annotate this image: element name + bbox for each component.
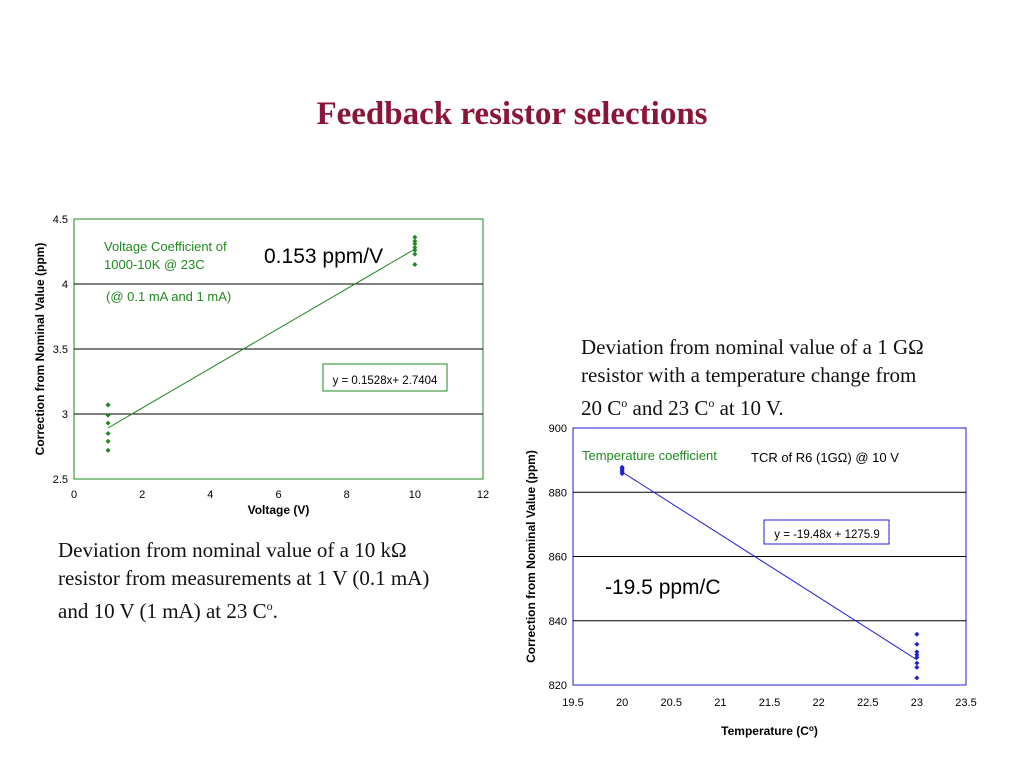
trendline — [107, 248, 416, 429]
slope-text: -19.5 ppm/C — [605, 576, 721, 599]
x-tick-label: 22 — [813, 697, 825, 709]
y-tick-label: 900 — [549, 423, 567, 435]
y-tick-label: 3.5 — [53, 344, 68, 356]
data-point — [914, 641, 920, 647]
slope-text: 0.153 ppm/V — [264, 245, 383, 268]
equation-box — [322, 363, 448, 392]
x-tick-label: 19.5 — [562, 697, 583, 709]
right-caption-line-2: resistor with a temperature change from — [581, 363, 917, 387]
left-caption-line-2: resistor from measurements at 1 V (0.1 m… — [58, 566, 430, 590]
x-tick-label: 2 — [139, 489, 145, 501]
data-point — [105, 402, 111, 408]
x-axis-title: Voltage (V) — [248, 503, 310, 517]
y-tick-label: 2.5 — [53, 474, 68, 486]
equation-text: y = -19.48x + 1275.9 — [774, 529, 880, 541]
x-tick-label: 23 — [911, 697, 923, 709]
annotation-label: Temperature coefficient — [582, 448, 717, 463]
y-tick-label: 880 — [549, 487, 567, 499]
annotation-label-line-3: (@ 0.1 mA and 1 mA) — [106, 289, 231, 304]
data-point — [914, 660, 920, 666]
y-tick-label: 840 — [549, 616, 567, 628]
x-tick-label: 22.5 — [857, 697, 878, 709]
right-caption: Deviation from nominal value of a 1 GΩ r… — [581, 333, 924, 422]
trendline — [621, 471, 918, 661]
slide-title: Feedback resistor selections — [316, 96, 708, 132]
y-tick-label: 4 — [62, 279, 68, 291]
equation-text: y = 0.1528x+ 2.7404 — [333, 375, 438, 387]
data-point — [105, 420, 111, 426]
x-tick-label: 4 — [207, 489, 213, 501]
data-point — [619, 464, 625, 470]
x-tick-label: 12 — [477, 489, 489, 501]
x-axis-title: Temperature (Co) — [721, 724, 818, 739]
right-caption-line-3: 20 Co and 23 Co at 10 V. — [581, 396, 784, 420]
right-caption-line-1: Deviation from nominal value of a 1 GΩ — [581, 335, 924, 359]
y-axis-title: Correction from Nominal Value (ppm) — [33, 243, 47, 456]
data-point — [914, 631, 920, 637]
y-tick-label: 860 — [549, 552, 567, 564]
x-tick-label: 21 — [714, 697, 726, 709]
annotation-label-2: TCR of R6 (1GΩ) @ 10 V — [751, 450, 899, 465]
data-point — [914, 654, 920, 660]
data-point — [105, 412, 111, 418]
left-caption: Deviation from nominal value of a 10 kΩ … — [58, 536, 429, 625]
y-axis-title: Correction from Nominal Value (ppm) — [524, 450, 538, 663]
x-tick-label: 23.5 — [955, 697, 976, 709]
x-tick-label: 6 — [275, 489, 281, 501]
y-tick-label: 3 — [62, 409, 68, 421]
data-point — [412, 234, 418, 240]
data-point — [914, 664, 920, 670]
annotation-label-line-2: 1000-10K @ 23C — [104, 257, 205, 272]
y-tick-label: 820 — [549, 680, 567, 692]
data-point — [105, 431, 111, 436]
data-point — [105, 447, 111, 453]
left-caption-line-1: Deviation from nominal value of a 10 kΩ — [58, 538, 407, 562]
data-point — [412, 262, 418, 267]
data-point — [914, 675, 920, 681]
data-point — [412, 238, 418, 244]
data-point — [105, 438, 111, 444]
y-tick-label: 4.5 — [53, 214, 68, 226]
x-tick-label: 20.5 — [661, 697, 682, 709]
data-point — [914, 652, 920, 658]
left-caption-line-3: and 10 V (1 mA) at 23 Co. — [58, 599, 278, 623]
x-tick-label: 21.5 — [759, 697, 780, 709]
x-tick-label: 10 — [409, 489, 421, 501]
equation-box — [763, 519, 890, 545]
data-point — [412, 247, 418, 253]
data-point — [914, 649, 920, 655]
x-tick-label: 0 — [71, 489, 77, 501]
x-tick-label: 8 — [344, 489, 350, 501]
x-tick-label: 20 — [616, 697, 628, 709]
data-point — [412, 241, 418, 247]
annotation-label-line-1: Voltage Coefficient of — [104, 239, 227, 254]
data-point — [412, 245, 418, 251]
data-point — [412, 251, 418, 257]
